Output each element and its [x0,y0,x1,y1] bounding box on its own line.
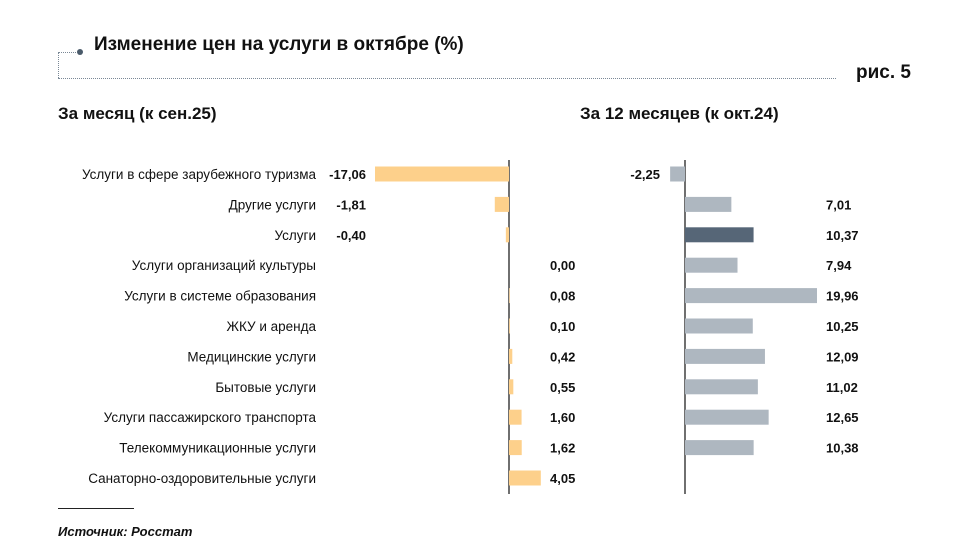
category-label: Медицинские услуги [187,349,316,364]
monthly-bar [509,318,510,334]
chart-title: Изменение цен на услуги в октябре (%) [94,34,464,55]
annual-value-label: 7,94 [826,258,852,273]
annual-bar [670,166,685,182]
monthly-value-label: -17,06 [329,167,366,182]
annual-value-label: 12,65 [826,410,859,425]
category-label: Услуги [274,228,316,243]
category-label: Телекоммуникационные услуги [119,441,316,456]
category-label: Услуги пассажирского транспорта [104,410,317,425]
annual-bar [685,257,738,273]
figure-label: рис. 5 [856,62,911,83]
monthly-value-label: 1,60 [550,410,575,425]
annual-value-label: 12,09 [826,349,859,364]
monthly-value-label: 0,42 [550,349,575,364]
annual-bar [685,288,817,304]
monthly-value-label: 0,55 [550,380,575,395]
category-label: ЖКУ и аренда [227,319,317,334]
title-underline [58,78,836,79]
annual-bar [685,440,754,456]
annual-value-label: -2,25 [630,167,660,182]
monthly-bar [509,470,541,486]
title-decoration-vertical [58,52,59,78]
category-label: Услуги в сфере зарубежного туризма [82,167,317,182]
annual-bar [685,409,769,425]
monthly-bar [509,379,514,395]
annual-bar [685,196,732,212]
monthly-bar [505,227,509,243]
monthly-bar [494,196,509,212]
monthly-bar [509,409,522,425]
category-label: Услуги организаций культуры [132,258,316,273]
monthly-bar [375,166,509,182]
monthly-value-label: 0,00 [550,258,575,273]
monthly-value-label: -1,81 [336,197,366,212]
category-label: Санаторно-оздоровительные услуги [88,471,316,486]
monthly-value-label: 1,62 [550,441,575,456]
category-label: Бытовые услуги [215,380,316,395]
annual-value-label: 10,38 [826,441,859,456]
monthly-value-label: 0,08 [550,289,575,304]
title-decoration [58,52,76,53]
annual-value-label: 7,01 [826,197,851,212]
annual-bar [685,379,758,395]
monthly-value-label: 0,10 [550,319,575,334]
category-label: Другие услуги [229,197,316,212]
category-label: Услуги в системе образования [124,289,316,304]
monthly-value-label: -0,40 [336,228,366,243]
monthly-bar [509,440,522,456]
monthly-bar [509,288,510,304]
title-decoration-dot [77,49,83,55]
annual-panel-title: За 12 месяцев (к окт.24) [580,104,779,123]
annual-bar [685,227,754,243]
monthly-value-label: 4,05 [550,471,575,486]
annual-bar [685,318,753,334]
annual-value-label: 19,96 [826,289,859,304]
source-divider [58,508,134,509]
source-note: Источник: Росстат [58,524,193,539]
monthly-bar [509,348,513,364]
annual-bar [685,348,765,364]
monthly-panel-title: За месяц (к сен.25) [58,104,217,123]
annual-value-label: 11,02 [826,380,858,395]
annual-value-label: 10,37 [826,228,859,243]
annual-value-label: 10,25 [826,319,859,334]
